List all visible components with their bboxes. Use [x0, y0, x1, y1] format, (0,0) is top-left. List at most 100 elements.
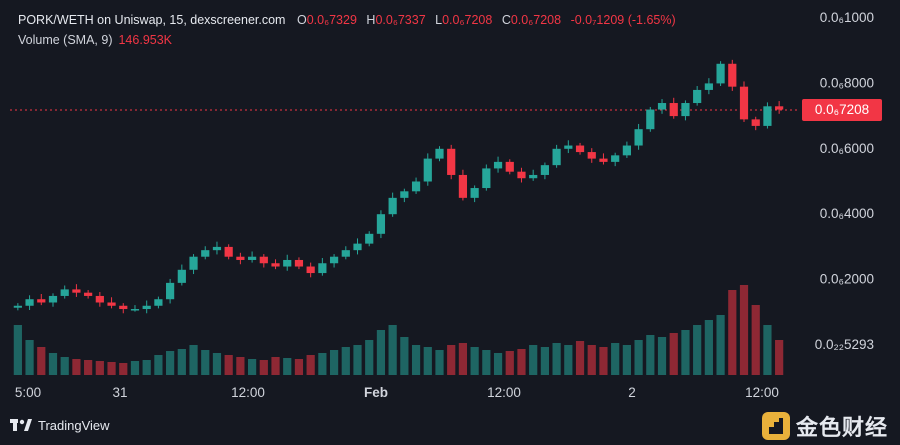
candle-body	[728, 63, 737, 87]
candle-body	[423, 158, 432, 182]
candle-body	[201, 250, 210, 257]
symbol-title[interactable]: PORK/WETH on Uniswap, 15, dexscreener.co…	[18, 13, 286, 27]
candle-body	[611, 155, 620, 162]
y-tick-label: 0.0₆6000	[820, 141, 874, 156]
volume-bar	[529, 345, 538, 375]
volume-bar	[119, 363, 128, 375]
low-value: 0.0₆7208	[442, 13, 493, 27]
volume-bar	[611, 343, 620, 375]
x-tick-label: Feb	[364, 385, 388, 400]
candle-body	[458, 174, 468, 198]
volume-bar	[95, 361, 104, 375]
candle-body	[224, 246, 233, 257]
candle-body	[552, 148, 561, 166]
candle-body	[411, 181, 421, 192]
y-tick-label: 0.0₆2000	[820, 272, 874, 287]
volume-bar	[154, 355, 163, 375]
y-tick-label: 0.0₂₂5293	[815, 337, 874, 352]
volume-bar	[587, 345, 596, 375]
candle-body	[72, 289, 81, 293]
high-label: H	[366, 13, 376, 27]
candle-body	[283, 259, 292, 267]
tradingview-label: TradingView	[38, 418, 110, 433]
candle-body	[646, 109, 655, 130]
volume-bars	[13, 285, 784, 375]
open-label: O	[296, 13, 307, 27]
x-tick-label: 2	[628, 385, 636, 400]
candle-body	[435, 148, 444, 159]
footer: TradingView 金色财经	[0, 408, 900, 443]
volume-label[interactable]: Volume (SMA, 9)	[18, 33, 113, 47]
candle-body	[37, 299, 46, 303]
change-value: -0.0₇1209 (-1.65%)	[570, 13, 676, 27]
volume-bar	[517, 349, 526, 375]
candle-body	[212, 246, 222, 251]
x-tick-label: 12:00	[487, 385, 521, 400]
candle-body	[388, 197, 397, 215]
candle-body	[657, 103, 667, 110]
candle-body	[130, 309, 140, 311]
volume-bar	[166, 351, 175, 375]
candle-body	[704, 83, 713, 90]
volume-bar	[341, 347, 350, 375]
time-axis[interactable]: 5:00 31 12:00 Feb 12:00 2 12:00	[15, 385, 779, 400]
x-tick-label: 5:00	[15, 385, 41, 400]
candle-body	[306, 266, 315, 274]
candle-body	[681, 103, 690, 117]
candle-body	[669, 103, 678, 117]
volume-bar	[283, 358, 292, 375]
volume-bar	[751, 305, 760, 375]
candle-body	[529, 174, 538, 179]
candle-body	[318, 263, 327, 274]
candle-body	[622, 145, 631, 156]
volume-bar	[763, 325, 772, 375]
tradingview-brand[interactable]: TradingView	[10, 418, 110, 433]
candle-body	[365, 233, 374, 244]
volume-bar	[540, 347, 550, 375]
candlestick-chart[interactable]: 0.0₆1000 0.0₆8000 0.0₆6000 0.0₆4000 0.0₆2000…	[0, 0, 900, 408]
x-tick-label: 12:00	[745, 385, 779, 400]
candle-body	[95, 295, 104, 303]
volume-bar	[728, 290, 737, 375]
low-label: L	[435, 13, 443, 27]
open-value: 0.0₆7329	[306, 13, 357, 27]
tradingview-logo-icon	[10, 418, 32, 433]
volume-bar	[634, 340, 643, 375]
volume-bar	[693, 325, 702, 375]
candle-body	[119, 305, 128, 310]
candle-body	[575, 145, 585, 153]
candle-body	[517, 171, 526, 179]
volume-bar	[622, 345, 631, 375]
volume-bar	[669, 333, 678, 375]
candle-body	[482, 168, 491, 189]
volume-bar	[13, 325, 22, 375]
volume-bar	[212, 353, 222, 375]
candle-body	[177, 269, 186, 283]
volume-bar	[84, 360, 93, 375]
volume-bar	[493, 353, 503, 375]
volume-bar	[353, 345, 362, 375]
jinse-watermark: 金色财经	[761, 410, 888, 442]
x-tick-label: 31	[112, 385, 127, 400]
volume-bar	[423, 347, 432, 375]
volume-bar	[259, 360, 268, 375]
candle-body	[376, 214, 386, 234]
candle-body	[329, 256, 339, 264]
volume-bar	[435, 350, 444, 375]
volume-bar	[564, 345, 573, 375]
candle-body	[142, 305, 151, 310]
volume-bar	[60, 357, 69, 375]
high-value: 0.0₆7337	[375, 13, 426, 27]
volume-bar	[271, 357, 280, 375]
candle-body	[493, 161, 503, 169]
candle-body	[470, 188, 479, 198]
price-axis[interactable]: 0.0₆1000 0.0₆8000 0.0₆6000 0.0₆4000 0.0₆2000…	[815, 10, 874, 352]
y-tick-label: 0.0₆8000	[820, 75, 874, 90]
candle-body	[763, 106, 772, 126]
candle-body	[259, 256, 268, 264]
volume-bar	[470, 347, 479, 375]
volume-bar	[247, 359, 257, 375]
volume-bar	[388, 325, 397, 375]
candle-body	[48, 295, 58, 303]
volume-value: 146.953K	[118, 33, 173, 47]
